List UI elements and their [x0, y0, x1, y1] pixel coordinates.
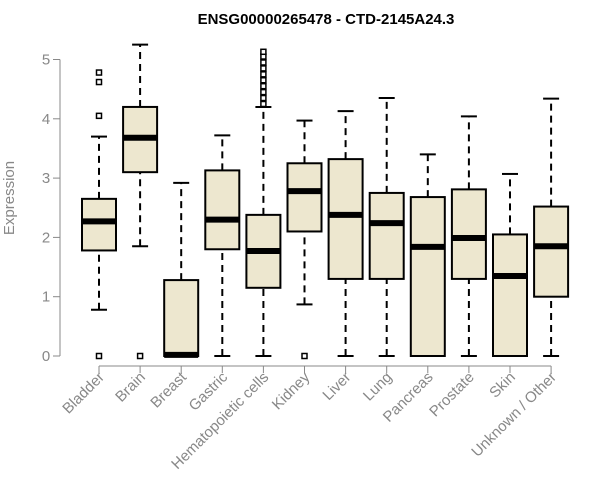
- box-11: [533, 97, 570, 357]
- box-iqr: [533, 205, 570, 298]
- y-axis: 0 1 2 3 4 5: [42, 52, 61, 365]
- outlier-point: [260, 94, 267, 102]
- outlier-point: [260, 65, 267, 72]
- box-8: [409, 153, 446, 357]
- y-tick-label: 0: [42, 348, 50, 365]
- outlier-point: [260, 71, 267, 78]
- x-tick-label: Kidney: [269, 368, 314, 413]
- outlier-point: [136, 352, 144, 360]
- y-tick-label: 4: [42, 111, 50, 128]
- outlier-point: [260, 48, 267, 56]
- x-tick-label: Liver: [319, 369, 354, 404]
- outlier-point: [95, 69, 103, 76]
- x-tick-label: Skin: [486, 369, 519, 402]
- box-4: [245, 48, 282, 357]
- box-iqr: [450, 188, 487, 280]
- outlier-point: [95, 352, 103, 360]
- y-tick-label: 5: [42, 52, 50, 69]
- y-tick-label: 3: [42, 170, 50, 187]
- box-6: [327, 110, 364, 357]
- x-tick-label: Brain: [112, 369, 149, 406]
- box-9: [450, 115, 487, 357]
- box-1: [122, 43, 159, 360]
- box-7: [368, 97, 405, 357]
- box-iqr: [409, 196, 446, 357]
- x-tick-label: Bladder: [59, 369, 108, 418]
- outlier-point: [260, 77, 267, 84]
- outlier-point: [260, 88, 267, 96]
- box-2: [163, 181, 200, 358]
- y-tick-label: 2: [42, 229, 50, 246]
- x-tick-label: Breast: [147, 368, 190, 411]
- chart-title: ENSG00000265478 - CTD-2145A24.3: [198, 11, 455, 28]
- outlier-point: [260, 82, 267, 90]
- box-iqr: [368, 191, 405, 280]
- box-3: [204, 134, 241, 357]
- box-0: [81, 69, 117, 360]
- y-tick-label: 1: [42, 289, 50, 306]
- outlier-point: [301, 352, 308, 360]
- outlier-point: [95, 112, 103, 120]
- outlier-point: [95, 78, 103, 86]
- box-iqr: [327, 158, 364, 280]
- box-10: [492, 172, 528, 357]
- x-tick-label: Prostate: [426, 369, 478, 421]
- box-iqr: [204, 169, 241, 251]
- box-iqr: [492, 233, 528, 357]
- plot-area: [81, 43, 570, 360]
- outlier-point: [260, 59, 267, 66]
- box-iqr: [81, 197, 117, 252]
- box-iqr: [163, 279, 200, 358]
- x-tick-label: Lung: [360, 369, 396, 405]
- y-axis-label: Expression: [1, 161, 18, 235]
- outlier-point: [260, 100, 267, 108]
- box-5: [286, 119, 323, 360]
- box-iqr: [286, 162, 323, 233]
